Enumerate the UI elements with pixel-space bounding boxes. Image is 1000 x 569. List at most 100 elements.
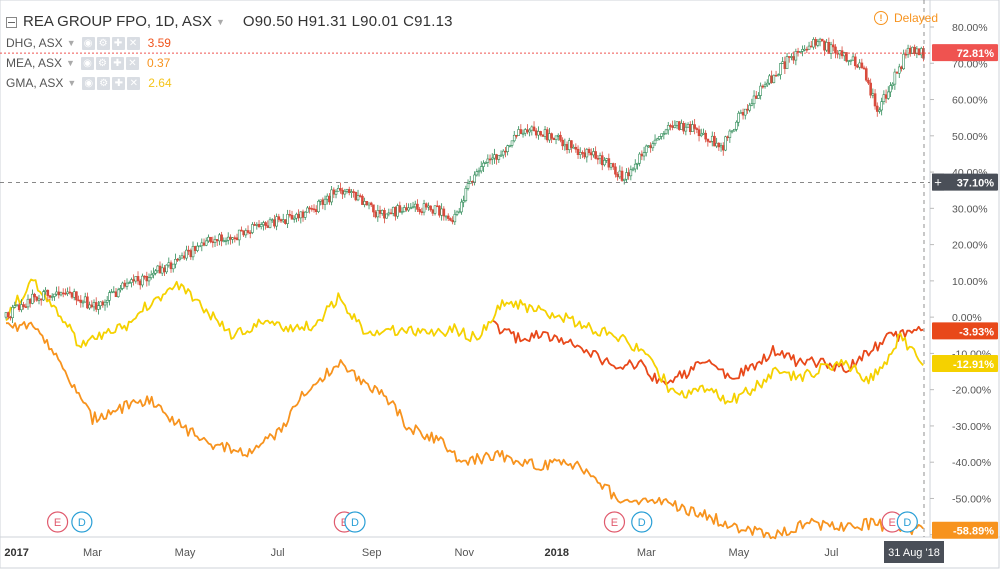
- candle-body: [233, 237, 237, 240]
- chevron-down-icon[interactable]: ▼: [66, 58, 75, 68]
- move-icon[interactable]: ✚: [110, 56, 124, 70]
- candle-body: [506, 145, 509, 152]
- eye-icon[interactable]: ◉: [80, 56, 94, 70]
- candle-body: [46, 289, 50, 296]
- candle-body: [125, 282, 129, 287]
- candle-body: [301, 211, 305, 218]
- candle-body: [105, 300, 109, 303]
- close-icon[interactable]: ✕: [126, 36, 140, 50]
- candle-body: [537, 131, 540, 136]
- candle-body: [72, 291, 76, 298]
- candle-body: [570, 140, 573, 148]
- series-controls: ◉ ⚙ ✚ ✕: [80, 56, 139, 70]
- price-label-badge: -58.89%: [932, 521, 998, 539]
- dividend-marker[interactable]: D: [344, 511, 366, 533]
- candle-body: [207, 236, 210, 242]
- candle-body: [345, 189, 349, 192]
- move-icon[interactable]: ✚: [112, 76, 126, 90]
- candle-body: [372, 204, 375, 213]
- compare-symbol-label[interactable]: MEA, ASX: [6, 56, 63, 70]
- candle-body: [185, 249, 188, 259]
- candle-body: [864, 68, 868, 81]
- candle-body: [686, 124, 690, 128]
- candle-body: [284, 219, 287, 224]
- compare-symbol-label[interactable]: GMA, ASX: [6, 76, 64, 90]
- candle-body: [9, 316, 12, 319]
- candle-body: [730, 130, 734, 133]
- candle-body: [235, 237, 239, 241]
- candle-body: [669, 125, 672, 127]
- close-icon[interactable]: ✕: [127, 76, 141, 90]
- candle-body: [460, 201, 463, 213]
- price-label-badge: 72.81%: [932, 44, 998, 62]
- candle-body: [237, 229, 241, 241]
- candle-body: [534, 130, 538, 136]
- candle-body: [853, 56, 857, 67]
- candle-body: [121, 282, 124, 289]
- candle-body: [642, 152, 646, 157]
- delayed-indicator[interactable]: ! Delayed: [873, 11, 938, 25]
- candle-body: [191, 246, 195, 258]
- price-badge-bg: [932, 521, 998, 539]
- y-tick-label: 60.00%: [952, 95, 988, 107]
- candle-body: [702, 132, 705, 135]
- candle-body: [358, 195, 362, 197]
- close-icon[interactable]: ✕: [125, 56, 139, 70]
- candle-body: [83, 296, 87, 303]
- candle-body: [834, 46, 837, 54]
- candle-body: [638, 153, 641, 164]
- candle-body: [893, 71, 897, 85]
- candle-body: [37, 298, 41, 301]
- earnings-marker[interactable]: E: [46, 511, 69, 533]
- candle-body: [521, 132, 525, 135]
- candle-body: [763, 84, 767, 87]
- dividend-marker[interactable]: D: [896, 511, 918, 533]
- candle-body: [86, 296, 89, 309]
- chevron-down-icon[interactable]: ▼: [66, 38, 76, 48]
- candle-body: [242, 230, 245, 236]
- candle-body: [812, 39, 815, 48]
- candle-body: [479, 166, 483, 172]
- eye-icon[interactable]: ◉: [82, 76, 96, 90]
- candle-body: [328, 195, 331, 203]
- gear-icon[interactable]: ⚙: [97, 76, 111, 90]
- candle-body: [750, 103, 754, 106]
- candle-body: [831, 44, 835, 48]
- candle-body: [149, 274, 153, 278]
- chevron-down-icon[interactable]: ▼: [215, 17, 225, 27]
- candle-body: [660, 133, 663, 137]
- candle-body: [110, 291, 113, 294]
- candle-body: [490, 157, 494, 160]
- candle-body: [158, 265, 162, 274]
- dividend-marker[interactable]: D: [631, 511, 653, 533]
- gear-icon[interactable]: ⚙: [95, 56, 109, 70]
- candle-body: [510, 140, 514, 146]
- candle-body: [523, 129, 527, 134]
- crosshair-plus-icon: +: [934, 175, 942, 190]
- dividend-marker[interactable]: D: [71, 511, 93, 533]
- candle-body: [589, 152, 593, 156]
- candle-body: [563, 144, 567, 147]
- move-icon[interactable]: ✚: [111, 36, 125, 50]
- chevron-down-icon[interactable]: ▼: [67, 78, 77, 88]
- candle-body: [312, 208, 316, 211]
- candle-body: [717, 142, 721, 148]
- candle-body: [779, 63, 782, 76]
- compare-symbol-label[interactable]: DHG, ASX: [6, 36, 63, 50]
- gear-icon[interactable]: ⚙: [96, 36, 110, 50]
- collapse-legend-icon[interactable]: [6, 16, 17, 28]
- candle-body: [407, 207, 410, 211]
- candle-body: [772, 74, 776, 83]
- candle-body: [53, 293, 56, 297]
- candle-body: [473, 174, 476, 183]
- main-symbol-title[interactable]: REA GROUP FPO, 1D, ASX: [23, 13, 212, 30]
- candle-body: [277, 216, 281, 220]
- eye-icon[interactable]: ◉: [81, 36, 95, 50]
- candle-body: [765, 82, 769, 86]
- earnings-marker[interactable]: E: [603, 511, 626, 533]
- candle-body: [143, 275, 146, 278]
- candle-body: [501, 150, 505, 156]
- y-tick-label: 30.00%: [952, 203, 988, 215]
- candle-body: [288, 214, 292, 216]
